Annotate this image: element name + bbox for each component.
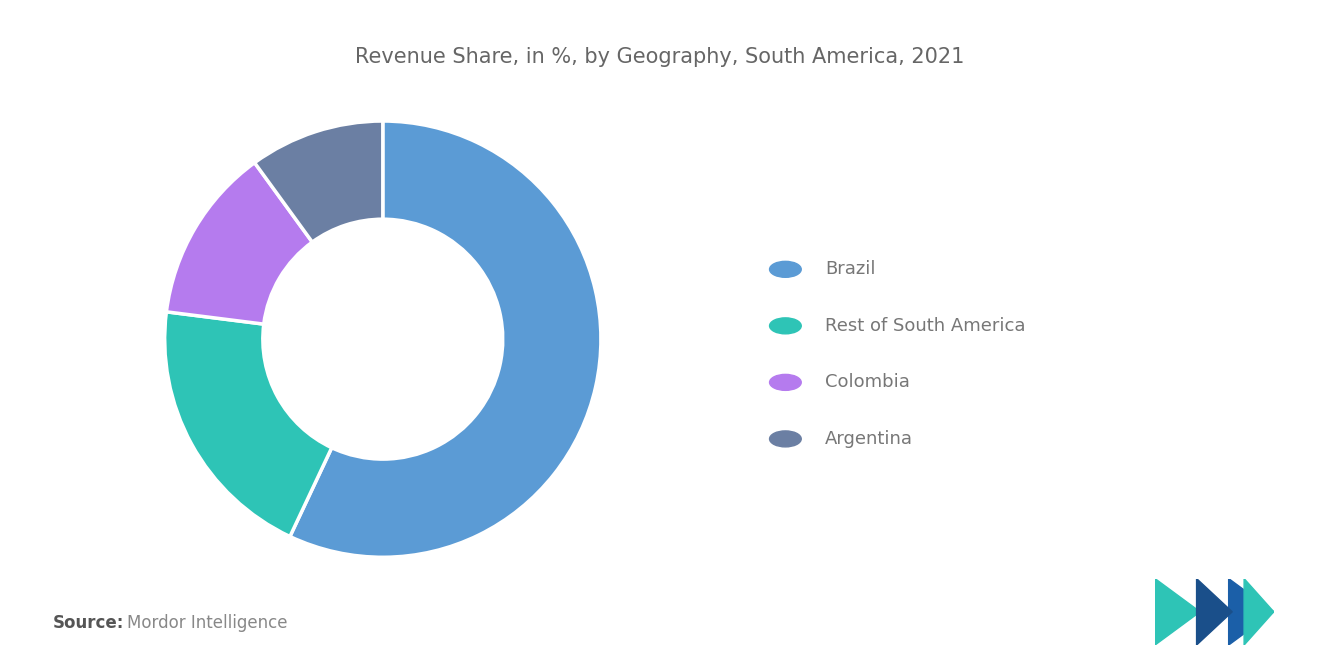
Wedge shape	[255, 121, 383, 242]
Text: Argentina: Argentina	[825, 430, 913, 448]
Wedge shape	[165, 312, 331, 537]
Text: Revenue Share, in %, by Geography, South America, 2021: Revenue Share, in %, by Geography, South…	[355, 47, 965, 66]
Wedge shape	[166, 163, 313, 324]
Text: Mordor Intelligence: Mordor Intelligence	[127, 614, 288, 632]
Polygon shape	[1155, 579, 1200, 645]
Text: Source:: Source:	[53, 614, 124, 632]
Wedge shape	[290, 121, 601, 557]
Text: Colombia: Colombia	[825, 373, 909, 392]
Text: Rest of South America: Rest of South America	[825, 317, 1026, 335]
Text: Brazil: Brazil	[825, 260, 875, 279]
Polygon shape	[1229, 579, 1274, 645]
Polygon shape	[1243, 579, 1274, 645]
Polygon shape	[1196, 579, 1233, 645]
